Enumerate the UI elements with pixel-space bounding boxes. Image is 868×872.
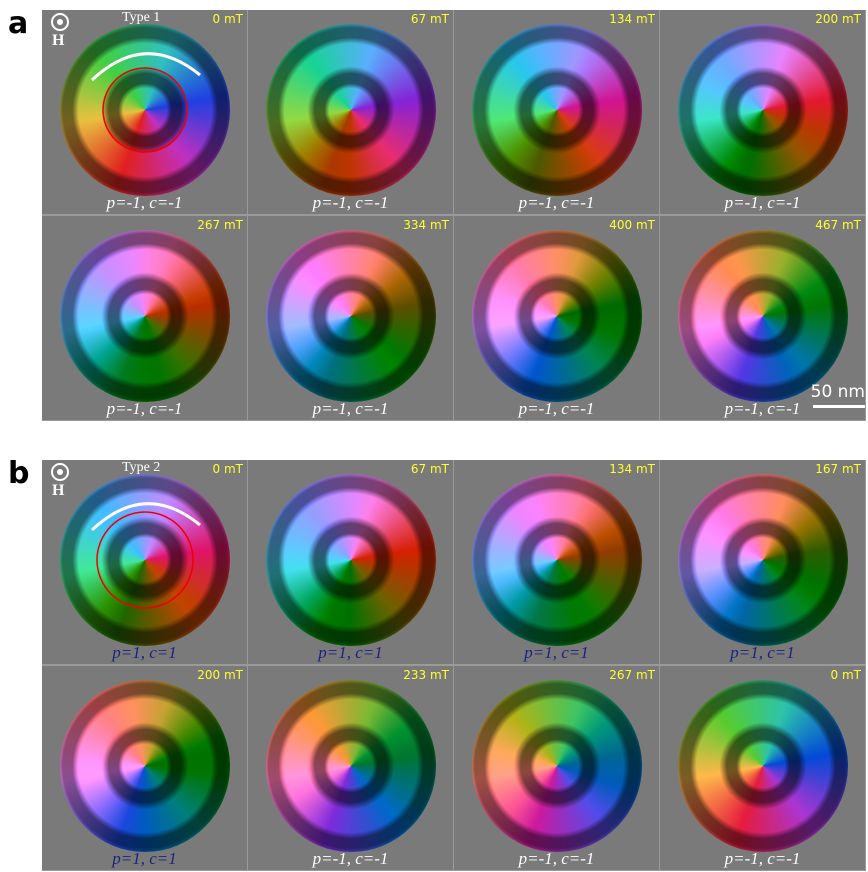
topology-label: p=1, c=1 — [248, 643, 453, 663]
field-label: 200 mT — [197, 668, 243, 682]
field-label: 67 mT — [411, 12, 449, 26]
field-label: 134 mT — [609, 462, 655, 476]
panel-label: a — [8, 6, 28, 41]
topology-label: p=-1, c=-1 — [248, 193, 453, 213]
field-label: 167 mT — [815, 462, 861, 476]
image-cell: 67 mT p=-1, c=-1 — [248, 10, 453, 214]
topology-label: p=-1, c=-1 — [660, 399, 865, 419]
topology-label: p=-1, c=-1 — [660, 193, 865, 213]
magnetization-map — [678, 230, 848, 402]
field-label: 467 mT — [815, 218, 861, 232]
image-cell: 0 mT p=-1, c=-1 — [660, 666, 865, 870]
image-cell: 200 mT p=1, c=1 — [42, 666, 247, 870]
topology-label: p=1, c=1 — [660, 643, 865, 663]
field-label: 0 mT — [831, 668, 861, 682]
page: a0 mTp=-1, c=-1Type 1H67 mTp=-1, c=-1134… — [0, 0, 868, 870]
topology-label: p=1, c=1 — [42, 849, 247, 869]
image-grid: 0 mT p=1, c=1 Type 2 H 67 mT p=1, c=1 134 mT p=… — [42, 460, 868, 872]
field-label: 267 mT — [197, 218, 243, 232]
magnetization-map — [472, 474, 642, 646]
field-label: 267 mT — [609, 668, 655, 682]
field-label: 200 mT — [815, 12, 861, 26]
magnetization-map — [266, 680, 436, 852]
panel-label: b — [8, 456, 29, 491]
image-cell: 167 mT p=1, c=1 — [660, 460, 865, 664]
magnetization-map — [266, 24, 436, 196]
magnetization-map — [678, 680, 848, 852]
magnetization-map — [472, 230, 642, 402]
scale-bar-label: 50 nm — [811, 382, 865, 402]
annotation — [42, 460, 247, 664]
image-cell: 267 mT p=-1, c=-1 — [42, 216, 247, 420]
image-cell: 134 mT p=1, c=1 — [454, 460, 659, 664]
magnetization-map — [266, 474, 436, 646]
field-label: 67 mT — [411, 462, 449, 476]
scale-bar — [813, 405, 865, 408]
image-cell: 233 mT p=-1, c=-1 — [248, 666, 453, 870]
topology-label: p=-1, c=-1 — [248, 399, 453, 419]
annotation — [42, 10, 247, 214]
field-label: 134 mT — [609, 12, 655, 26]
field-label: 334 mT — [403, 218, 449, 232]
magnetization-map — [266, 230, 436, 402]
topology-label: p=1, c=1 — [454, 643, 659, 663]
magnetization-map — [60, 680, 230, 852]
topology-label: p=-1, c=-1 — [454, 399, 659, 419]
image-cell: 267 mT p=-1, c=-1 — [454, 666, 659, 870]
image-cell: 334 mT p=-1, c=-1 — [248, 216, 453, 420]
image-cell: 134 mT p=-1, c=-1 — [454, 10, 659, 214]
type-label: Type 1 — [122, 10, 160, 26]
magnetization-map — [60, 230, 230, 402]
magnetization-map — [472, 24, 642, 196]
image-cell: 400 mT p=-1, c=-1 — [454, 216, 659, 420]
field-label: 400 mT — [609, 218, 655, 232]
field-symbol: H — [52, 32, 64, 50]
field-symbol: H — [52, 482, 64, 500]
topology-label: p=-1, c=-1 — [42, 399, 247, 419]
topology-label: p=-1, c=-1 — [660, 849, 865, 869]
image-cell: 67 mT p=1, c=1 — [248, 460, 453, 664]
type-label: Type 2 — [122, 460, 160, 476]
topology-label: p=-1, c=-1 — [248, 849, 453, 869]
topology-label: p=-1, c=-1 — [454, 849, 659, 869]
magnetization-map — [472, 680, 642, 852]
field-label: 233 mT — [403, 668, 449, 682]
image-cell: 200 mT p=-1, c=-1 — [660, 10, 865, 214]
magnetization-map — [678, 474, 848, 646]
topology-label: p=-1, c=-1 — [454, 193, 659, 213]
magnetization-map — [678, 24, 848, 196]
